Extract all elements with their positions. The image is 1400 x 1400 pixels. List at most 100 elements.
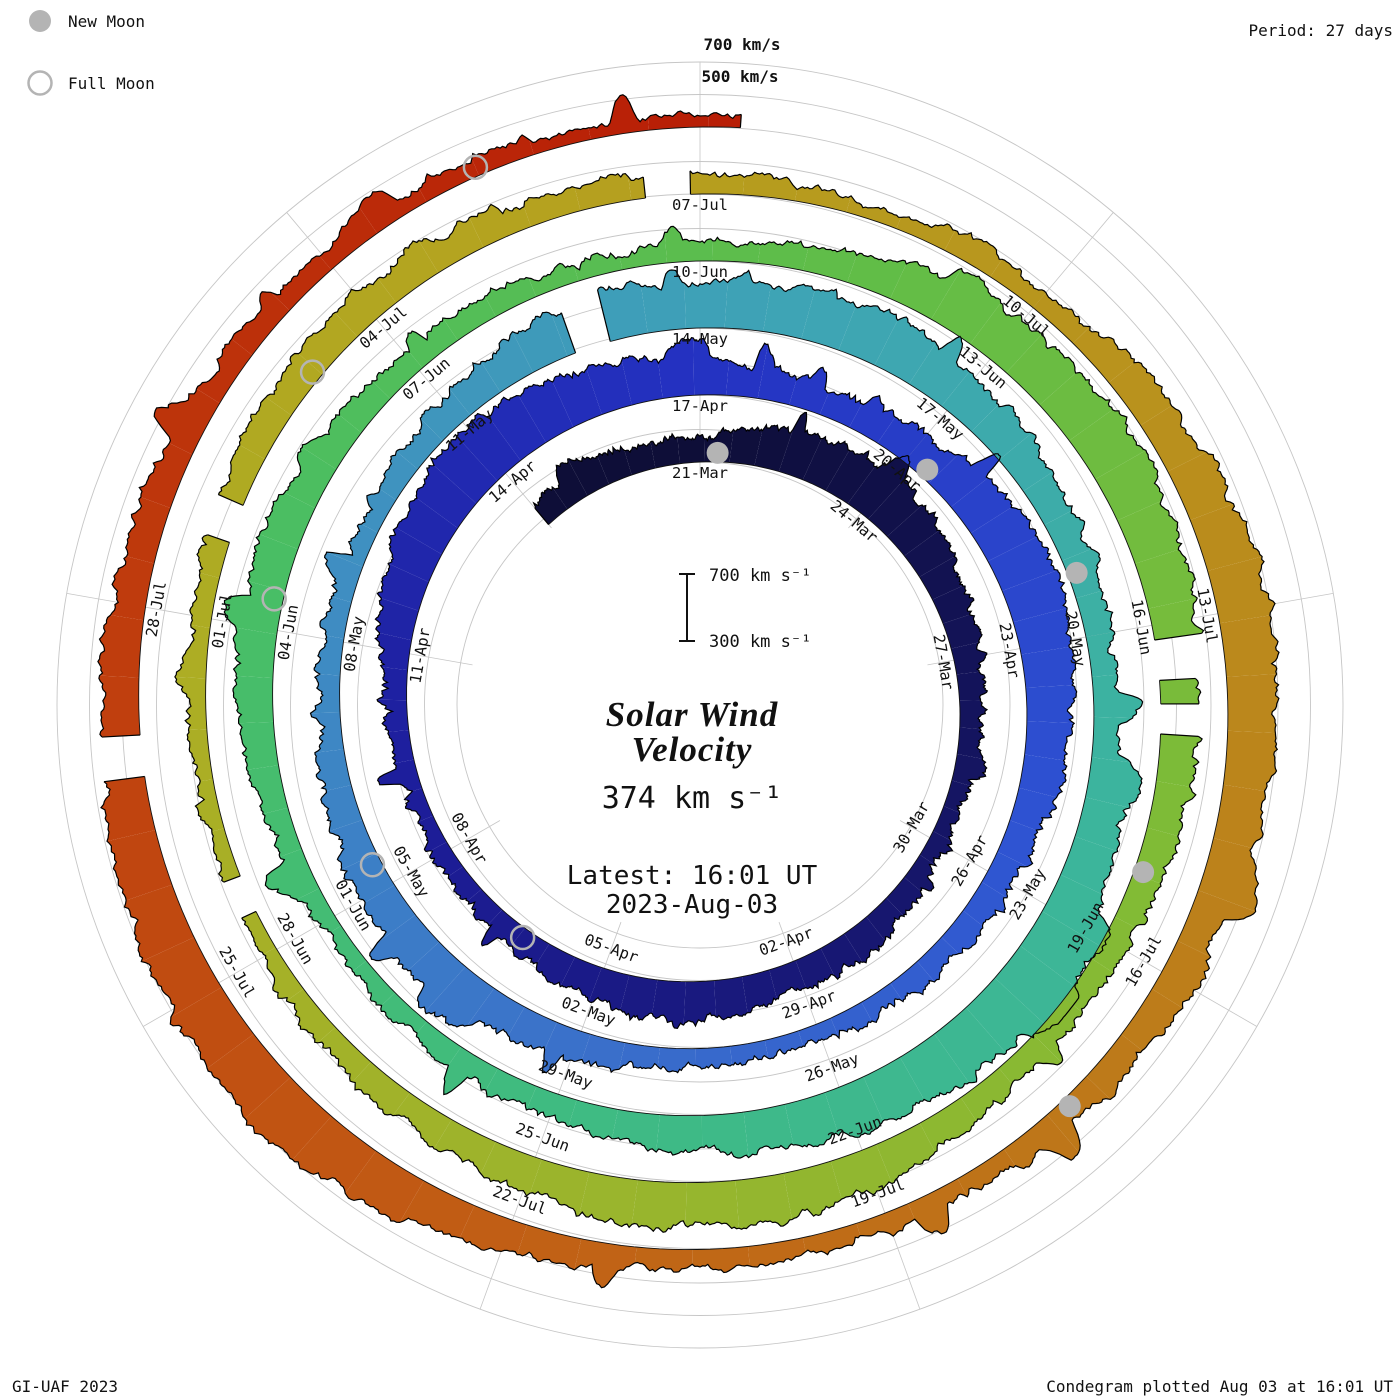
baseline-trace <box>255 733 1161 1184</box>
spiral-band-segment <box>919 831 953 866</box>
spiral-band-segment <box>861 983 904 1023</box>
spiral-band-segment <box>396 498 458 555</box>
baseline-trace <box>205 542 241 877</box>
spiral-band-segment <box>481 909 525 947</box>
spiral-band-segment <box>536 943 575 987</box>
band-endcap <box>1159 677 1196 681</box>
spiral-band-segment <box>1074 797 1130 852</box>
baseline-trace <box>144 193 1229 1251</box>
velocity-trace <box>174 534 225 883</box>
spiral-band-segment <box>387 730 414 764</box>
date-label: 14-May <box>672 330 728 348</box>
spiral-band-segment <box>730 1040 769 1066</box>
band-endcap <box>560 312 577 354</box>
date-label: 29-Apr <box>780 987 839 1023</box>
spiral-band-segment <box>174 624 211 679</box>
band-endcap <box>739 114 742 128</box>
new-moon-marker <box>1065 561 1088 584</box>
spiral-band-segment <box>1075 590 1115 637</box>
spiral-band-segment <box>141 937 222 1018</box>
spiral-band-segment <box>529 127 591 155</box>
spiral-band-segment <box>352 1061 410 1116</box>
spiral-band-segment <box>231 291 290 356</box>
spiral-band-segment <box>941 910 983 954</box>
spiral-band-segment <box>783 1161 842 1220</box>
spiral-band-segment <box>324 552 363 603</box>
spiral-band-segment <box>1226 674 1279 734</box>
spiral-band-segment <box>233 675 274 724</box>
spiral-band-segment <box>418 217 484 273</box>
spiral-band-segment <box>890 261 962 320</box>
velocity-trace <box>241 735 1203 1233</box>
spiral-band-segment <box>1223 730 1278 791</box>
spiral-band-segment <box>560 957 602 1002</box>
date-label: 25-Jun <box>513 1119 572 1155</box>
spiral-band-segment <box>420 388 471 441</box>
spiral-band-segment <box>317 1027 371 1082</box>
spiral-band-segment <box>416 465 477 529</box>
band-endcap <box>241 910 257 919</box>
spiral-band-segment <box>488 395 546 461</box>
spiral-band-segment <box>712 237 761 264</box>
spiral-band-segment <box>377 563 429 611</box>
spiral-band-segment <box>125 497 171 564</box>
plotted-label: Condegram plotted Aug 03 at 16:01 UT <box>1046 1377 1393 1396</box>
spiral-band-segment <box>1024 721 1075 761</box>
spiral-band-segment <box>789 367 829 415</box>
spiral-band-segment <box>239 397 292 460</box>
spiral-band-segment <box>195 779 225 832</box>
band-endcap <box>534 507 550 525</box>
spiral-band-segment <box>359 188 427 234</box>
spiral-band-segment <box>139 443 193 508</box>
spiral-band-segment <box>757 240 809 271</box>
spiral-band-segment <box>754 424 794 472</box>
spiral-band-segment <box>442 296 496 341</box>
spiral-band-segment <box>247 534 298 592</box>
spiral-band-segment <box>377 667 408 701</box>
spiral-band-segment <box>1159 678 1201 704</box>
band-endcap <box>596 289 611 342</box>
spiral-band-segment <box>757 344 797 405</box>
spiral-band-segment <box>970 303 1043 373</box>
spiral-band-segment <box>1095 450 1164 521</box>
spiral-band-segment <box>1148 598 1204 640</box>
full-moon-marker <box>299 359 326 385</box>
spiral-band-segment <box>270 256 332 311</box>
spiral-band-segment <box>1140 405 1207 472</box>
spiral-band-segment <box>877 417 928 462</box>
spiral-band-segment <box>1004 1114 1079 1169</box>
chart-title-line1: Solar Wind <box>606 695 778 734</box>
spiral-band-segment <box>319 207 378 270</box>
spiral-band-segment <box>933 806 960 841</box>
spiral-band-segment <box>795 185 852 213</box>
spiral-band-segment <box>1207 556 1275 624</box>
spiral-band-segment <box>314 635 344 676</box>
spiral-band-segment <box>579 1172 638 1228</box>
spiral-band-segment <box>574 253 623 282</box>
spiral-band-segment <box>467 889 503 925</box>
velocity-trace <box>217 172 644 495</box>
spiral-band-segment <box>1064 958 1114 1013</box>
velocity-trace <box>223 225 1205 1159</box>
spiral-band-segment <box>677 434 705 464</box>
spiral-band-segment <box>714 976 748 1020</box>
spiral-band-segment <box>110 556 155 621</box>
spiral-band-segment <box>375 598 419 641</box>
spiral-band-segment <box>340 853 395 903</box>
date-label: 10-Jun <box>672 263 728 281</box>
spiral-band-segment <box>286 988 336 1043</box>
spiral-band-segment <box>1021 647 1076 688</box>
spiral-band-segment <box>425 966 495 1027</box>
baseline-trace <box>272 260 1156 1117</box>
spiral-band-segment <box>801 289 856 351</box>
spiral-band-segment <box>802 1223 861 1255</box>
spiral-band-segment <box>262 807 302 857</box>
spiral-band-segment <box>825 450 875 504</box>
spiral-band-segment <box>641 270 686 334</box>
spiral-band-segment <box>107 830 172 901</box>
spiral-band-segment <box>485 1068 537 1110</box>
spiral-band-segment <box>443 1046 498 1095</box>
velocity-trace <box>97 94 742 738</box>
date-label: 17-Apr <box>672 397 728 415</box>
